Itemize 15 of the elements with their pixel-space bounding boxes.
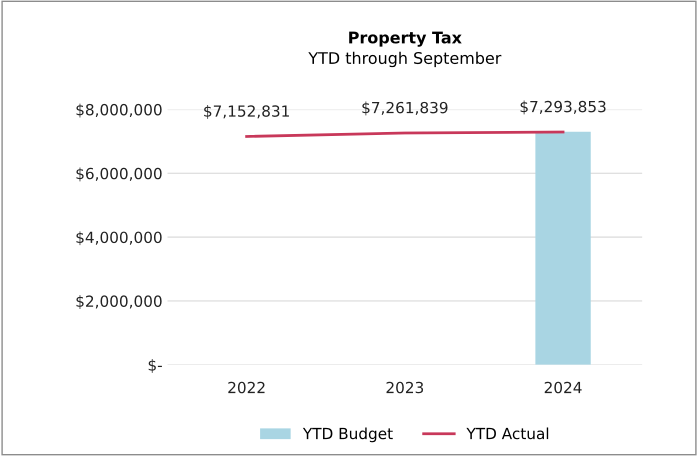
data-label: $7,152,831 <box>204 105 289 119</box>
chart-subtitle: YTD through September <box>308 52 502 68</box>
y-tick-label: $2,000,000 <box>76 295 162 310</box>
data-label: $7,293,853 <box>520 100 606 114</box>
y-tick-label: $4,000,000 <box>76 231 162 246</box>
data-label: $7,261,839 <box>362 102 448 116</box>
y-tick-label: $- <box>148 358 162 373</box>
x-tick-label: 2022 <box>228 382 265 394</box>
legend-label: YTD Actual <box>466 427 548 440</box>
y-tick-label: $8,000,000 <box>76 104 162 118</box>
legend-label: YTD Budget <box>302 427 393 442</box>
y-tick-label: $6,000,000 <box>76 167 162 182</box>
x-tick-label: 2023 <box>386 382 424 394</box>
chart-title: Property Tax <box>349 32 462 47</box>
x-tick-label: 2024 <box>544 382 582 394</box>
